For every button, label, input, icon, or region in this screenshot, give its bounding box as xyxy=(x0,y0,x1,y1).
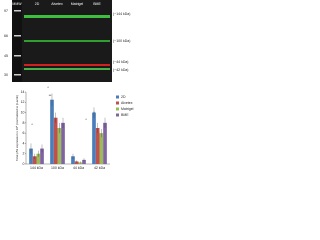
lane-label: Alvetex xyxy=(51,2,63,6)
significance: ** xyxy=(49,94,52,98)
marker-label: 45 xyxy=(4,54,8,58)
legend-swatch xyxy=(116,101,119,105)
legend-label: 2D xyxy=(121,95,126,99)
y-axis-label: Total p53 expression x 10⁴ (normalized t… xyxy=(15,95,19,161)
ladder xyxy=(14,74,21,76)
legend-swatch xyxy=(116,113,119,117)
x-tick-label: 42 kDa xyxy=(94,166,105,170)
x-tick-label: 144 kDa xyxy=(30,166,43,170)
band-label: (~144 kDa) xyxy=(113,12,130,16)
bar xyxy=(29,148,33,164)
figure: MMW 2D Alvetex Matrigel BME 97 66 45 30 (~144 kDa… xyxy=(4,0,134,170)
bar xyxy=(50,99,54,164)
ladder xyxy=(14,10,21,12)
lane-label: 2D xyxy=(35,2,40,6)
x-tick-label: 100 kDa xyxy=(51,166,64,170)
y-tick-label: 14 xyxy=(21,90,25,94)
bar xyxy=(57,128,62,164)
y-tick-label: 6 xyxy=(23,131,25,135)
bar xyxy=(36,153,41,164)
band-label: (~100 kDa) xyxy=(113,39,130,43)
band-100 xyxy=(24,40,110,42)
bar xyxy=(74,161,79,164)
legend-label: Matrigel xyxy=(121,107,134,111)
bar xyxy=(82,159,86,164)
lane-label: MMW xyxy=(12,2,22,6)
y-tick-label: 8 xyxy=(23,121,25,125)
band-label: (~42 kDa) xyxy=(113,68,128,72)
legend-swatch xyxy=(116,107,119,111)
ladder xyxy=(14,55,21,57)
band-44 xyxy=(24,64,110,66)
legend-swatch xyxy=(116,95,119,99)
lane-label: Matrigel xyxy=(71,2,84,6)
marker-label: 97 xyxy=(4,9,8,13)
lane-label: BME xyxy=(93,2,101,6)
legend-label: Alvetex xyxy=(121,101,133,105)
band-144 xyxy=(24,15,110,18)
significance: * xyxy=(31,123,33,127)
bar xyxy=(40,148,44,164)
band-42 xyxy=(24,68,110,70)
bar xyxy=(103,122,107,164)
bar xyxy=(61,122,65,164)
y-tick-label: 10 xyxy=(21,110,25,114)
bar xyxy=(53,117,58,164)
y-tick-label: 0 xyxy=(23,162,25,166)
ladder xyxy=(14,35,21,37)
significance: * xyxy=(85,118,87,122)
band-label: (~44 kDa) xyxy=(113,60,128,64)
y-tick-label: 4 xyxy=(23,141,25,145)
legend-label: BME xyxy=(121,113,129,117)
marker-label: 66 xyxy=(4,34,8,38)
y-tick-label: 2 xyxy=(23,152,25,156)
y-tick-label: 12 xyxy=(21,100,25,104)
significance: * xyxy=(47,86,49,90)
bar xyxy=(71,156,75,164)
x-tick-label: 44 kDa xyxy=(73,166,84,170)
significance: * xyxy=(93,111,95,115)
bar xyxy=(32,156,37,164)
bar xyxy=(95,128,100,164)
bar xyxy=(99,133,104,164)
bar xyxy=(92,112,96,164)
marker-label: 30 xyxy=(4,73,8,77)
